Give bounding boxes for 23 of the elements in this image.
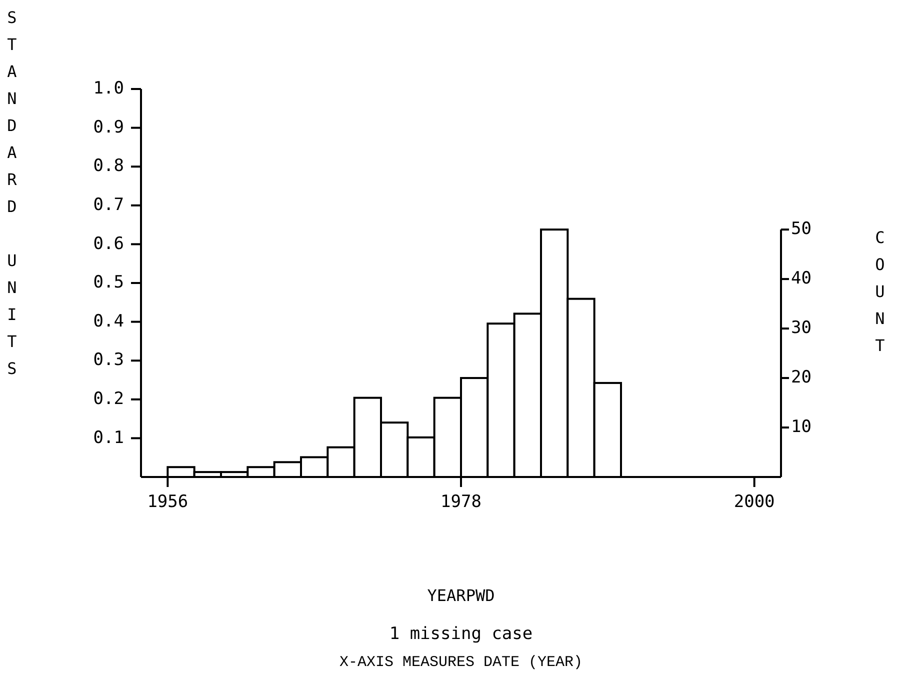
y2-tick-label: 50	[791, 219, 812, 240]
x-tick-label: 2000	[734, 492, 775, 512]
y-tick-label: 0.9	[93, 117, 124, 138]
y2-tick-label: 10	[791, 417, 812, 438]
x-tick-label: 1956	[147, 492, 188, 512]
text: X-AXIS MEASURES DATE (YEAR)	[339, 654, 583, 671]
y2-axis-title: COUNT	[870, 228, 890, 363]
y-tick-label: 0.6	[93, 234, 124, 254]
text: 1 missing case	[389, 624, 533, 644]
y-tick-label: 0.3	[93, 350, 124, 370]
y-tick-label: 0.2	[93, 389, 124, 410]
y-tick-label: 0.1	[93, 428, 124, 448]
y-tick-label: 0.7	[93, 195, 124, 216]
y2-tick-label: 20	[791, 368, 812, 388]
y2-tick-label: 30	[791, 318, 812, 338]
y-tick-label: 0.8	[93, 156, 124, 176]
y-tick-label: 0.4	[93, 311, 124, 332]
y2-tick-label: 40	[791, 268, 812, 289]
x-axis-title: YEARPWD	[427, 586, 495, 605]
y-axis-title: STANDARD UNITS	[2, 8, 22, 386]
x-tick-label: 1978	[440, 492, 482, 512]
y-tick-label: 0.5	[93, 272, 124, 293]
y-tick-label: 1.0	[93, 78, 124, 99]
